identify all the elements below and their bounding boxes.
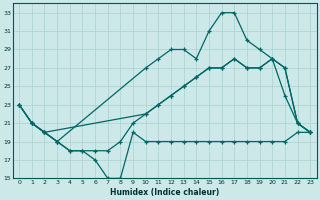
X-axis label: Humidex (Indice chaleur): Humidex (Indice chaleur) bbox=[110, 188, 219, 197]
